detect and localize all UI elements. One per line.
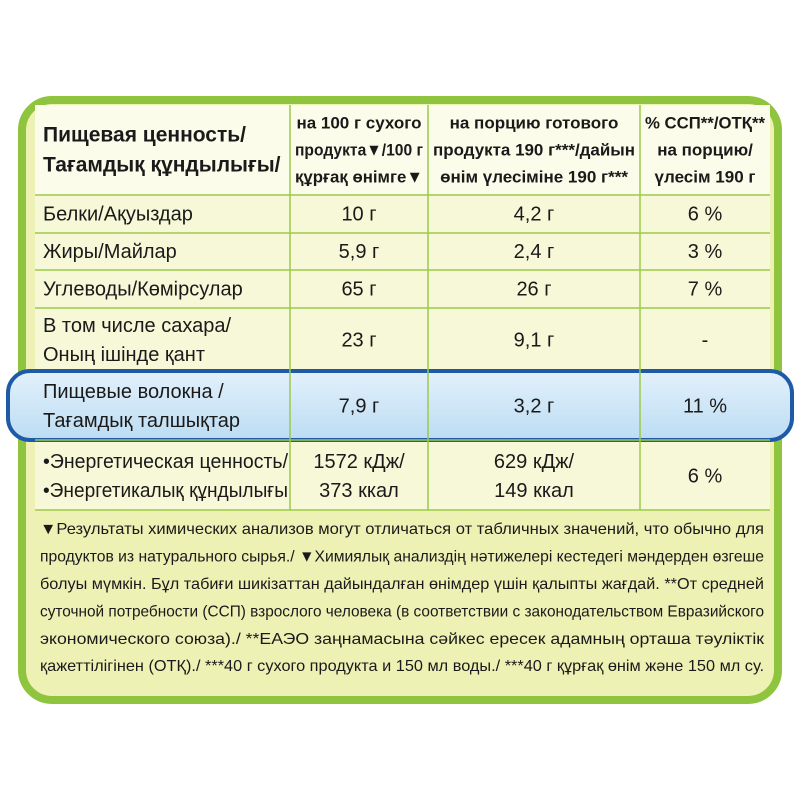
cell-value: 3 % (688, 241, 723, 263)
cell-value: 7 % (688, 278, 723, 300)
row-label: Белки/Ақуыздар (43, 203, 193, 225)
cell-value: 4,2 г (514, 203, 555, 225)
row-label: Пищевые волокна / (43, 381, 224, 403)
cell-value: 6 % (688, 203, 723, 225)
cell-value: 5,9 г (339, 241, 380, 263)
row-label: Тағамдық құндылығы/ (43, 154, 281, 177)
cell-value: 9,1 г (514, 329, 555, 351)
cell-value: % ССП**/ОТҚ** (645, 113, 765, 132)
cell-value: продукта▼/100 г (295, 140, 423, 159)
row-label: Углеводы/Көмірсулар (43, 278, 243, 300)
row-label: Пищевая ценность/ (43, 124, 246, 147)
footnote-line: продуктов из натурального сырья./ ▼Химия… (40, 549, 764, 566)
row-label: В том числе сахара/ (43, 315, 231, 337)
cell-value: 23 г (341, 329, 376, 351)
cell-value: 1572 кДж/ (313, 451, 405, 473)
cell-value: өнім үлесіміне 190 г*** (440, 167, 628, 186)
cell-value: 7,9 г (339, 395, 380, 417)
row-label: Тағамдық талшықтар (43, 410, 240, 432)
footnote-line: қажеттілігінен (ОТҚ)./ ***40 г сухого пр… (40, 658, 764, 675)
row-label: •Энергетическая ценность/ (43, 451, 288, 473)
body-bg (35, 195, 770, 510)
cell-value: продукта 190 г***/дайын (433, 140, 635, 159)
cell-value: на 100 г сухого (296, 113, 421, 132)
cell-value: 11 % (683, 395, 727, 417)
cell-value: 3,2 г (514, 395, 555, 417)
footnote-line: суточной потребности (ССП) взрослого чел… (40, 603, 764, 620)
row-label: Оның ішінде қант (43, 344, 205, 366)
cell-value: үлесім 190 г (655, 167, 756, 186)
cell-value: на порцию/ (657, 140, 753, 159)
cells: Пищевая ценность/Тағамдық құндылығы/на 1… (40, 113, 765, 675)
cell-value: 26 г (516, 278, 551, 300)
cell-value: 629 кДж/ (494, 451, 575, 473)
cell-value: 6 % (688, 465, 723, 487)
header-bg (35, 105, 770, 195)
cell-value: - (702, 329, 709, 351)
cell-value: 65 г (341, 278, 376, 300)
footnote-line: ▼Результаты химических анализов могут от… (40, 521, 764, 538)
row-label: •Энергетикалық құндылығы (43, 480, 288, 502)
cell-value: құрғақ өнімге▼ (295, 167, 423, 186)
footnote-line: экономического союза)./ **ЕАЭО заңнамасы… (40, 631, 765, 648)
cell-value: на порцию готового (450, 113, 619, 132)
cell-value: 373 ккал (319, 480, 399, 502)
grid (35, 105, 770, 511)
cell-value: 10 г (341, 203, 376, 225)
row-label: Жиры/Майлар (43, 241, 177, 263)
cell-value: 149 ккал (494, 480, 574, 502)
footnote-line: болуы мүмкін. Бұл табиғи шикізаттан дайы… (40, 576, 764, 593)
cell-value: 2,4 г (514, 241, 555, 263)
